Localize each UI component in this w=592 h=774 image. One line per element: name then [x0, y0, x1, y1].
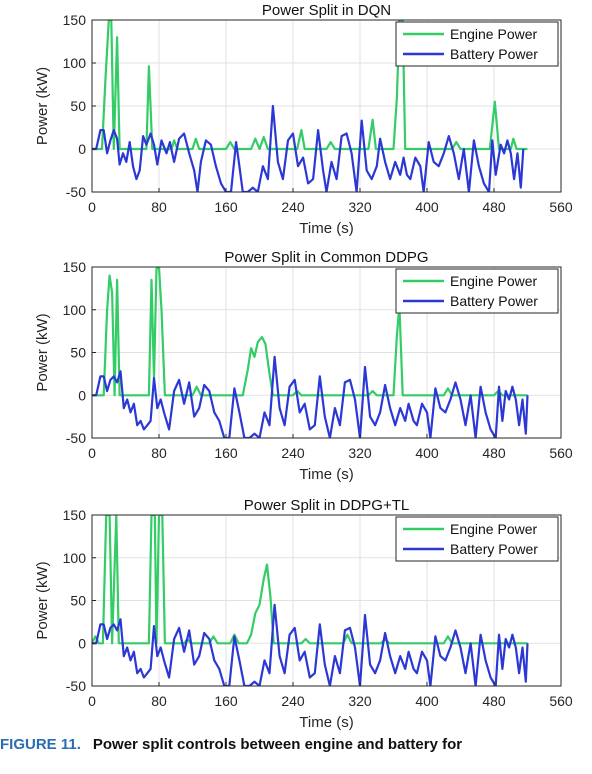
chart-1-title: Power Split in DQN: [262, 2, 391, 19]
chart-3-xtick-label-3: 240: [281, 693, 305, 709]
chart-1-ytick-label-4: 150: [63, 12, 87, 28]
chart-1-xtick-label-2: 160: [214, 199, 238, 215]
chart-2-ytick-label-4: 150: [63, 259, 87, 275]
chart-2-title: Power Split in Common DDPG: [224, 249, 428, 266]
chart-1-xlabel: Time (s): [299, 220, 353, 237]
chart-3-series-engine-power-line: [92, 515, 528, 645]
chart-2-xtick-label-2: 160: [214, 445, 238, 461]
chart-2-ytick-label-1: 0: [78, 387, 86, 403]
chart-1-legend-box: [395, 21, 559, 67]
chart-1-ylabel: Power (kW): [34, 67, 51, 145]
chart-3-ytick-label-2: 50: [70, 593, 86, 609]
chart-3-legend-box: [395, 516, 559, 562]
chart-3-xlabel: Time (s): [299, 714, 353, 731]
chart-3-xtick-label-6: 480: [482, 693, 506, 709]
chart-1-ytick-label-0: -50: [66, 184, 86, 200]
chart-3-series-battery-power-line: [92, 603, 529, 686]
chart-2-series-battery-power-line: [92, 355, 529, 438]
chart-2-series-engine-power-line: [92, 267, 528, 397]
chart-2-legend: Engine Power Battery Power: [395, 268, 559, 314]
chart-2-xtick-label-4: 320: [348, 445, 372, 461]
chart-3-legend-label-engine-power: Engine Power: [450, 521, 538, 537]
chart-1-series-battery-power-line: [92, 104, 525, 192]
chart-3-xtick-label-1: 80: [151, 693, 167, 709]
chart-2-xtick-label-5: 400: [415, 445, 439, 461]
chart-1-ytick-label-1: 0: [78, 141, 86, 157]
chart-1-xtick-label-3: 240: [281, 199, 305, 215]
chart-3-xtick-label-7: 560: [549, 693, 573, 709]
chart-1-xtick-label-0: 0: [88, 199, 96, 215]
chart-3-xtick-label-0: 0: [88, 693, 96, 709]
chart-1-ytick-label-2: 50: [70, 98, 86, 114]
chart-3-legend-label-battery-power: Battery Power: [450, 541, 538, 557]
caption-text: Power split controls between engine and …: [92, 736, 463, 753]
chart-3-xtick-label-4: 320: [348, 693, 372, 709]
chart-2-legend-box: [395, 268, 559, 314]
chart-2-ytick-label-3: 100: [63, 302, 87, 318]
chart-2-ytick-label-0: -50: [66, 430, 86, 446]
chart-1-xtick-label-7: 560: [549, 199, 573, 215]
chart-1-xtick-label-4: 320: [348, 199, 372, 215]
chart-1-legend: Engine Power Battery Power: [395, 21, 559, 67]
figure-caption: FIGURE 11. Power split controls between e…: [0, 736, 592, 753]
chart-2-ylabel: Power (kW): [34, 313, 51, 391]
chart-1-ytick-label-3: 100: [63, 55, 87, 71]
chart-2-xtick-label-1: 80: [151, 445, 167, 461]
chart-3-ytick-label-3: 100: [63, 550, 87, 566]
chart-2-xtick-label-3: 240: [281, 445, 305, 461]
chart-3-xtick-label-2: 160: [214, 693, 238, 709]
chart-1-series-engine-power-line: [92, 20, 528, 151]
chart-2-xlabel: Time (s): [299, 466, 353, 483]
chart-3-legend: Engine Power Battery Power: [395, 516, 559, 562]
chart-1-xtick-label-5: 400: [415, 199, 439, 215]
chart-3-ytick-label-0: -50: [66, 678, 86, 694]
chart-2-xtick-label-0: 0: [88, 445, 96, 461]
chart-1-legend-label-battery-power: Battery Power: [450, 46, 538, 62]
chart-2-legend-label-engine-power: Engine Power: [450, 273, 538, 289]
caption-label: FIGURE 11.: [0, 736, 81, 753]
chart-3-xtick-label-5: 400: [415, 693, 439, 709]
chart-3-ylabel: Power (kW): [34, 561, 51, 639]
chart-2-xtick-label-6: 480: [482, 445, 506, 461]
chart-2-xtick-label-7: 560: [549, 445, 573, 461]
chart-3-title: Power Split in DDPG+TL: [244, 497, 409, 514]
chart-2-legend-label-battery-power: Battery Power: [450, 293, 538, 309]
chart-3-ytick-label-1: 0: [78, 635, 86, 651]
chart-1-xtick-label-1: 80: [151, 199, 167, 215]
chart-1-legend-label-engine-power: Engine Power: [450, 26, 538, 42]
chart-1-xtick-label-6: 480: [482, 199, 506, 215]
chart-3-ytick-label-4: 150: [63, 507, 87, 523]
chart-2-ytick-label-2: 50: [70, 345, 86, 361]
